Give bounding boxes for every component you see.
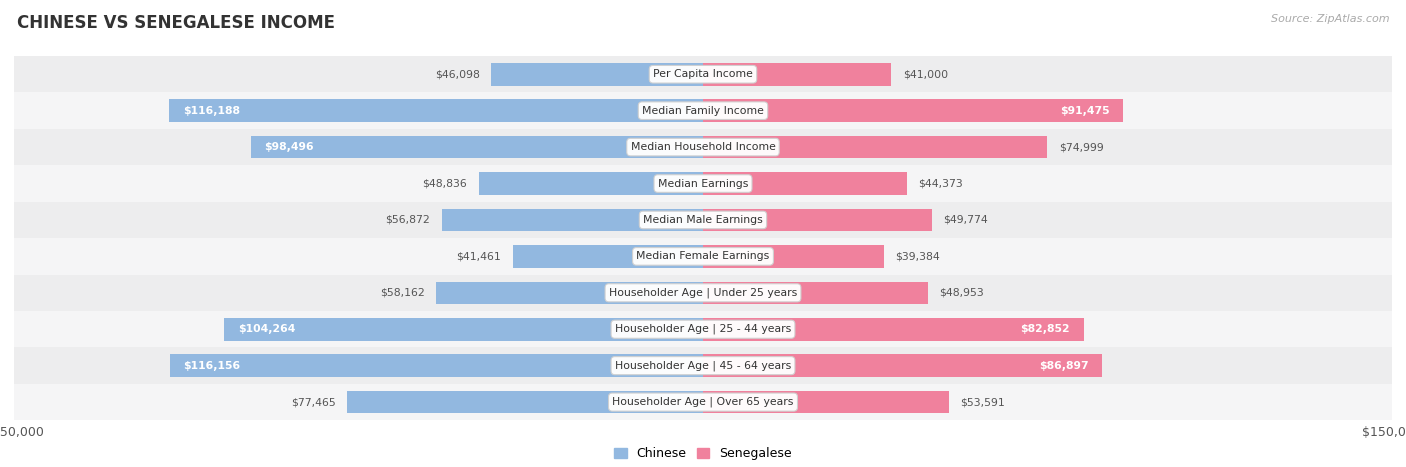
Text: Householder Age | 45 - 64 years: Householder Age | 45 - 64 years (614, 361, 792, 371)
Text: $41,461: $41,461 (457, 251, 501, 262)
Bar (14, 165, 1392, 202)
Text: Median Family Income: Median Family Income (643, 106, 763, 116)
Bar (703, 99, 1123, 122)
Bar (703, 282, 928, 304)
Bar (14, 347, 1392, 384)
Bar (703, 136, 1047, 158)
Text: $91,475: $91,475 (1060, 106, 1109, 116)
Text: Per Capita Income: Per Capita Income (652, 69, 754, 79)
Bar (347, 391, 703, 413)
Bar (703, 63, 891, 85)
Bar (513, 245, 703, 268)
Text: Householder Age | Over 65 years: Householder Age | Over 65 years (612, 397, 794, 407)
Bar (169, 99, 703, 122)
Text: Median Earnings: Median Earnings (658, 178, 748, 189)
Bar (14, 56, 1392, 92)
Text: $98,496: $98,496 (264, 142, 314, 152)
Text: Median Household Income: Median Household Income (630, 142, 776, 152)
Bar (14, 129, 1392, 165)
Text: $74,999: $74,999 (1059, 142, 1104, 152)
Bar (14, 384, 1392, 420)
Bar (436, 282, 703, 304)
Text: $58,162: $58,162 (380, 288, 425, 298)
Bar (703, 172, 907, 195)
Text: $39,384: $39,384 (896, 251, 941, 262)
Bar (491, 63, 703, 85)
Text: $49,774: $49,774 (943, 215, 988, 225)
Bar (441, 209, 703, 231)
Text: Median Male Earnings: Median Male Earnings (643, 215, 763, 225)
Bar (14, 275, 1392, 311)
Text: Median Female Earnings: Median Female Earnings (637, 251, 769, 262)
Bar (14, 92, 1392, 129)
Bar (703, 245, 884, 268)
Bar (14, 311, 1392, 347)
Text: $116,188: $116,188 (183, 106, 240, 116)
Text: $77,465: $77,465 (291, 397, 336, 407)
Text: Householder Age | 25 - 44 years: Householder Age | 25 - 44 years (614, 324, 792, 334)
Text: $116,156: $116,156 (183, 361, 240, 371)
Text: $44,373: $44,373 (918, 178, 963, 189)
Text: $46,098: $46,098 (434, 69, 479, 79)
Bar (703, 209, 932, 231)
Bar (14, 202, 1392, 238)
Text: $41,000: $41,000 (903, 69, 948, 79)
Bar (14, 238, 1392, 275)
Text: Householder Age | Under 25 years: Householder Age | Under 25 years (609, 288, 797, 298)
Bar (703, 354, 1102, 377)
Legend: Chinese, Senegalese: Chinese, Senegalese (609, 442, 797, 465)
Text: $82,852: $82,852 (1021, 324, 1070, 334)
Text: CHINESE VS SENEGALESE INCOME: CHINESE VS SENEGALESE INCOME (17, 14, 335, 32)
Text: $48,836: $48,836 (422, 178, 467, 189)
Bar (170, 354, 703, 377)
Bar (224, 318, 703, 340)
Text: $56,872: $56,872 (385, 215, 430, 225)
Text: $104,264: $104,264 (238, 324, 295, 334)
Bar (703, 318, 1084, 340)
Text: Source: ZipAtlas.com: Source: ZipAtlas.com (1271, 14, 1389, 24)
Text: $53,591: $53,591 (960, 397, 1005, 407)
Bar (703, 391, 949, 413)
Bar (478, 172, 703, 195)
Text: $86,897: $86,897 (1039, 361, 1088, 371)
Text: $48,953: $48,953 (939, 288, 984, 298)
Bar (250, 136, 703, 158)
